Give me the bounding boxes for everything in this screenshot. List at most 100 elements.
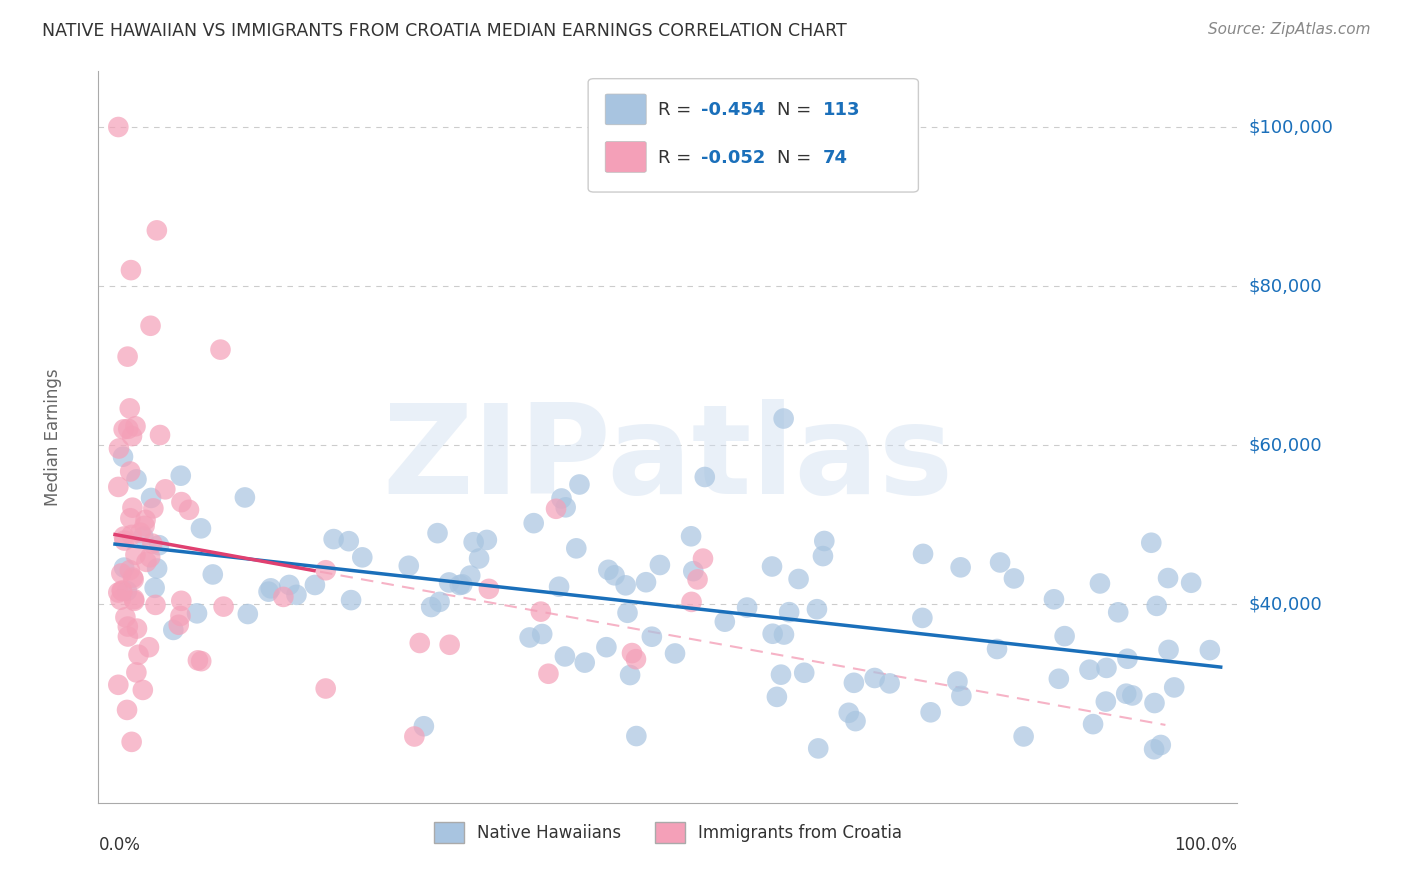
Point	[121, 735, 143, 749]
Point	[146, 561, 169, 575]
Point	[125, 472, 148, 486]
Point	[170, 594, 193, 608]
Point	[946, 674, 969, 689]
Legend: Native Hawaiians, Immigrants from Croatia: Native Hawaiians, Immigrants from Croati…	[427, 815, 908, 849]
Point	[1002, 571, 1025, 585]
Point	[1081, 717, 1104, 731]
Point	[201, 567, 224, 582]
Point	[439, 638, 461, 652]
Point	[548, 580, 571, 594]
Point	[260, 582, 283, 596]
Point	[117, 422, 139, 436]
Point	[911, 547, 934, 561]
Point	[681, 529, 703, 543]
Point	[523, 516, 546, 531]
Point	[648, 558, 671, 572]
Point	[304, 578, 326, 592]
Text: 0.0%: 0.0%	[98, 836, 141, 854]
Point	[554, 649, 576, 664]
Point	[426, 526, 449, 541]
Point	[437, 575, 460, 590]
Point	[125, 622, 148, 636]
Point	[769, 667, 792, 681]
Text: -0.052: -0.052	[700, 149, 765, 167]
Point	[544, 501, 567, 516]
Point	[595, 640, 617, 655]
Point	[120, 263, 142, 277]
Text: $60,000: $60,000	[1249, 436, 1322, 454]
Point	[186, 607, 208, 621]
Point	[114, 610, 136, 624]
Point	[412, 719, 434, 733]
Point	[107, 480, 129, 494]
Point	[458, 568, 481, 582]
Point	[139, 318, 162, 333]
Point	[404, 730, 426, 744]
Point	[1163, 681, 1185, 695]
Text: Source: ZipAtlas.com: Source: ZipAtlas.com	[1208, 22, 1371, 37]
Point	[568, 477, 591, 491]
Point	[278, 578, 301, 592]
Point	[950, 689, 973, 703]
Point	[315, 681, 337, 696]
Point	[1198, 643, 1220, 657]
Point	[793, 665, 815, 680]
Point	[1150, 738, 1173, 752]
Point	[117, 619, 139, 633]
Point	[273, 590, 295, 604]
Point	[1143, 696, 1166, 710]
Point	[122, 570, 145, 584]
Point	[1115, 687, 1137, 701]
Point	[838, 706, 860, 720]
Point	[108, 442, 131, 456]
Point	[285, 588, 308, 602]
Point	[451, 577, 474, 591]
Point	[1146, 599, 1168, 613]
Text: $40,000: $40,000	[1249, 595, 1322, 613]
Point	[986, 642, 1008, 657]
Point	[111, 450, 134, 464]
Point	[117, 630, 139, 644]
Point	[155, 483, 177, 497]
FancyBboxPatch shape	[605, 94, 647, 125]
Point	[842, 675, 865, 690]
Point	[693, 470, 716, 484]
Point	[145, 598, 167, 612]
Point	[1012, 730, 1035, 744]
Point	[537, 666, 560, 681]
Point	[1107, 605, 1129, 619]
Point	[565, 541, 588, 556]
Point	[112, 529, 135, 543]
Point	[1043, 592, 1066, 607]
Text: R =: R =	[658, 149, 696, 167]
Point	[132, 682, 155, 697]
Point	[190, 521, 212, 535]
Point	[682, 564, 704, 578]
Point	[169, 609, 191, 624]
Point	[619, 668, 641, 682]
Point	[478, 582, 501, 596]
Point	[429, 595, 451, 609]
Point	[681, 595, 703, 609]
Point	[686, 573, 709, 587]
Text: $100,000: $100,000	[1249, 118, 1333, 136]
Point	[236, 607, 259, 621]
Point	[121, 500, 143, 515]
Point	[107, 585, 129, 599]
Point	[124, 548, 146, 562]
Point	[322, 532, 344, 546]
Point	[879, 676, 901, 690]
Point	[761, 559, 783, 574]
Point	[787, 572, 810, 586]
Point	[398, 558, 420, 573]
Point	[139, 550, 162, 565]
Point	[988, 556, 1011, 570]
Point	[806, 602, 828, 616]
Point	[1078, 663, 1101, 677]
Point	[762, 626, 785, 640]
Point	[177, 502, 200, 516]
Point	[1116, 652, 1139, 666]
Point	[773, 627, 796, 641]
Point	[139, 491, 162, 505]
Point	[149, 428, 172, 442]
